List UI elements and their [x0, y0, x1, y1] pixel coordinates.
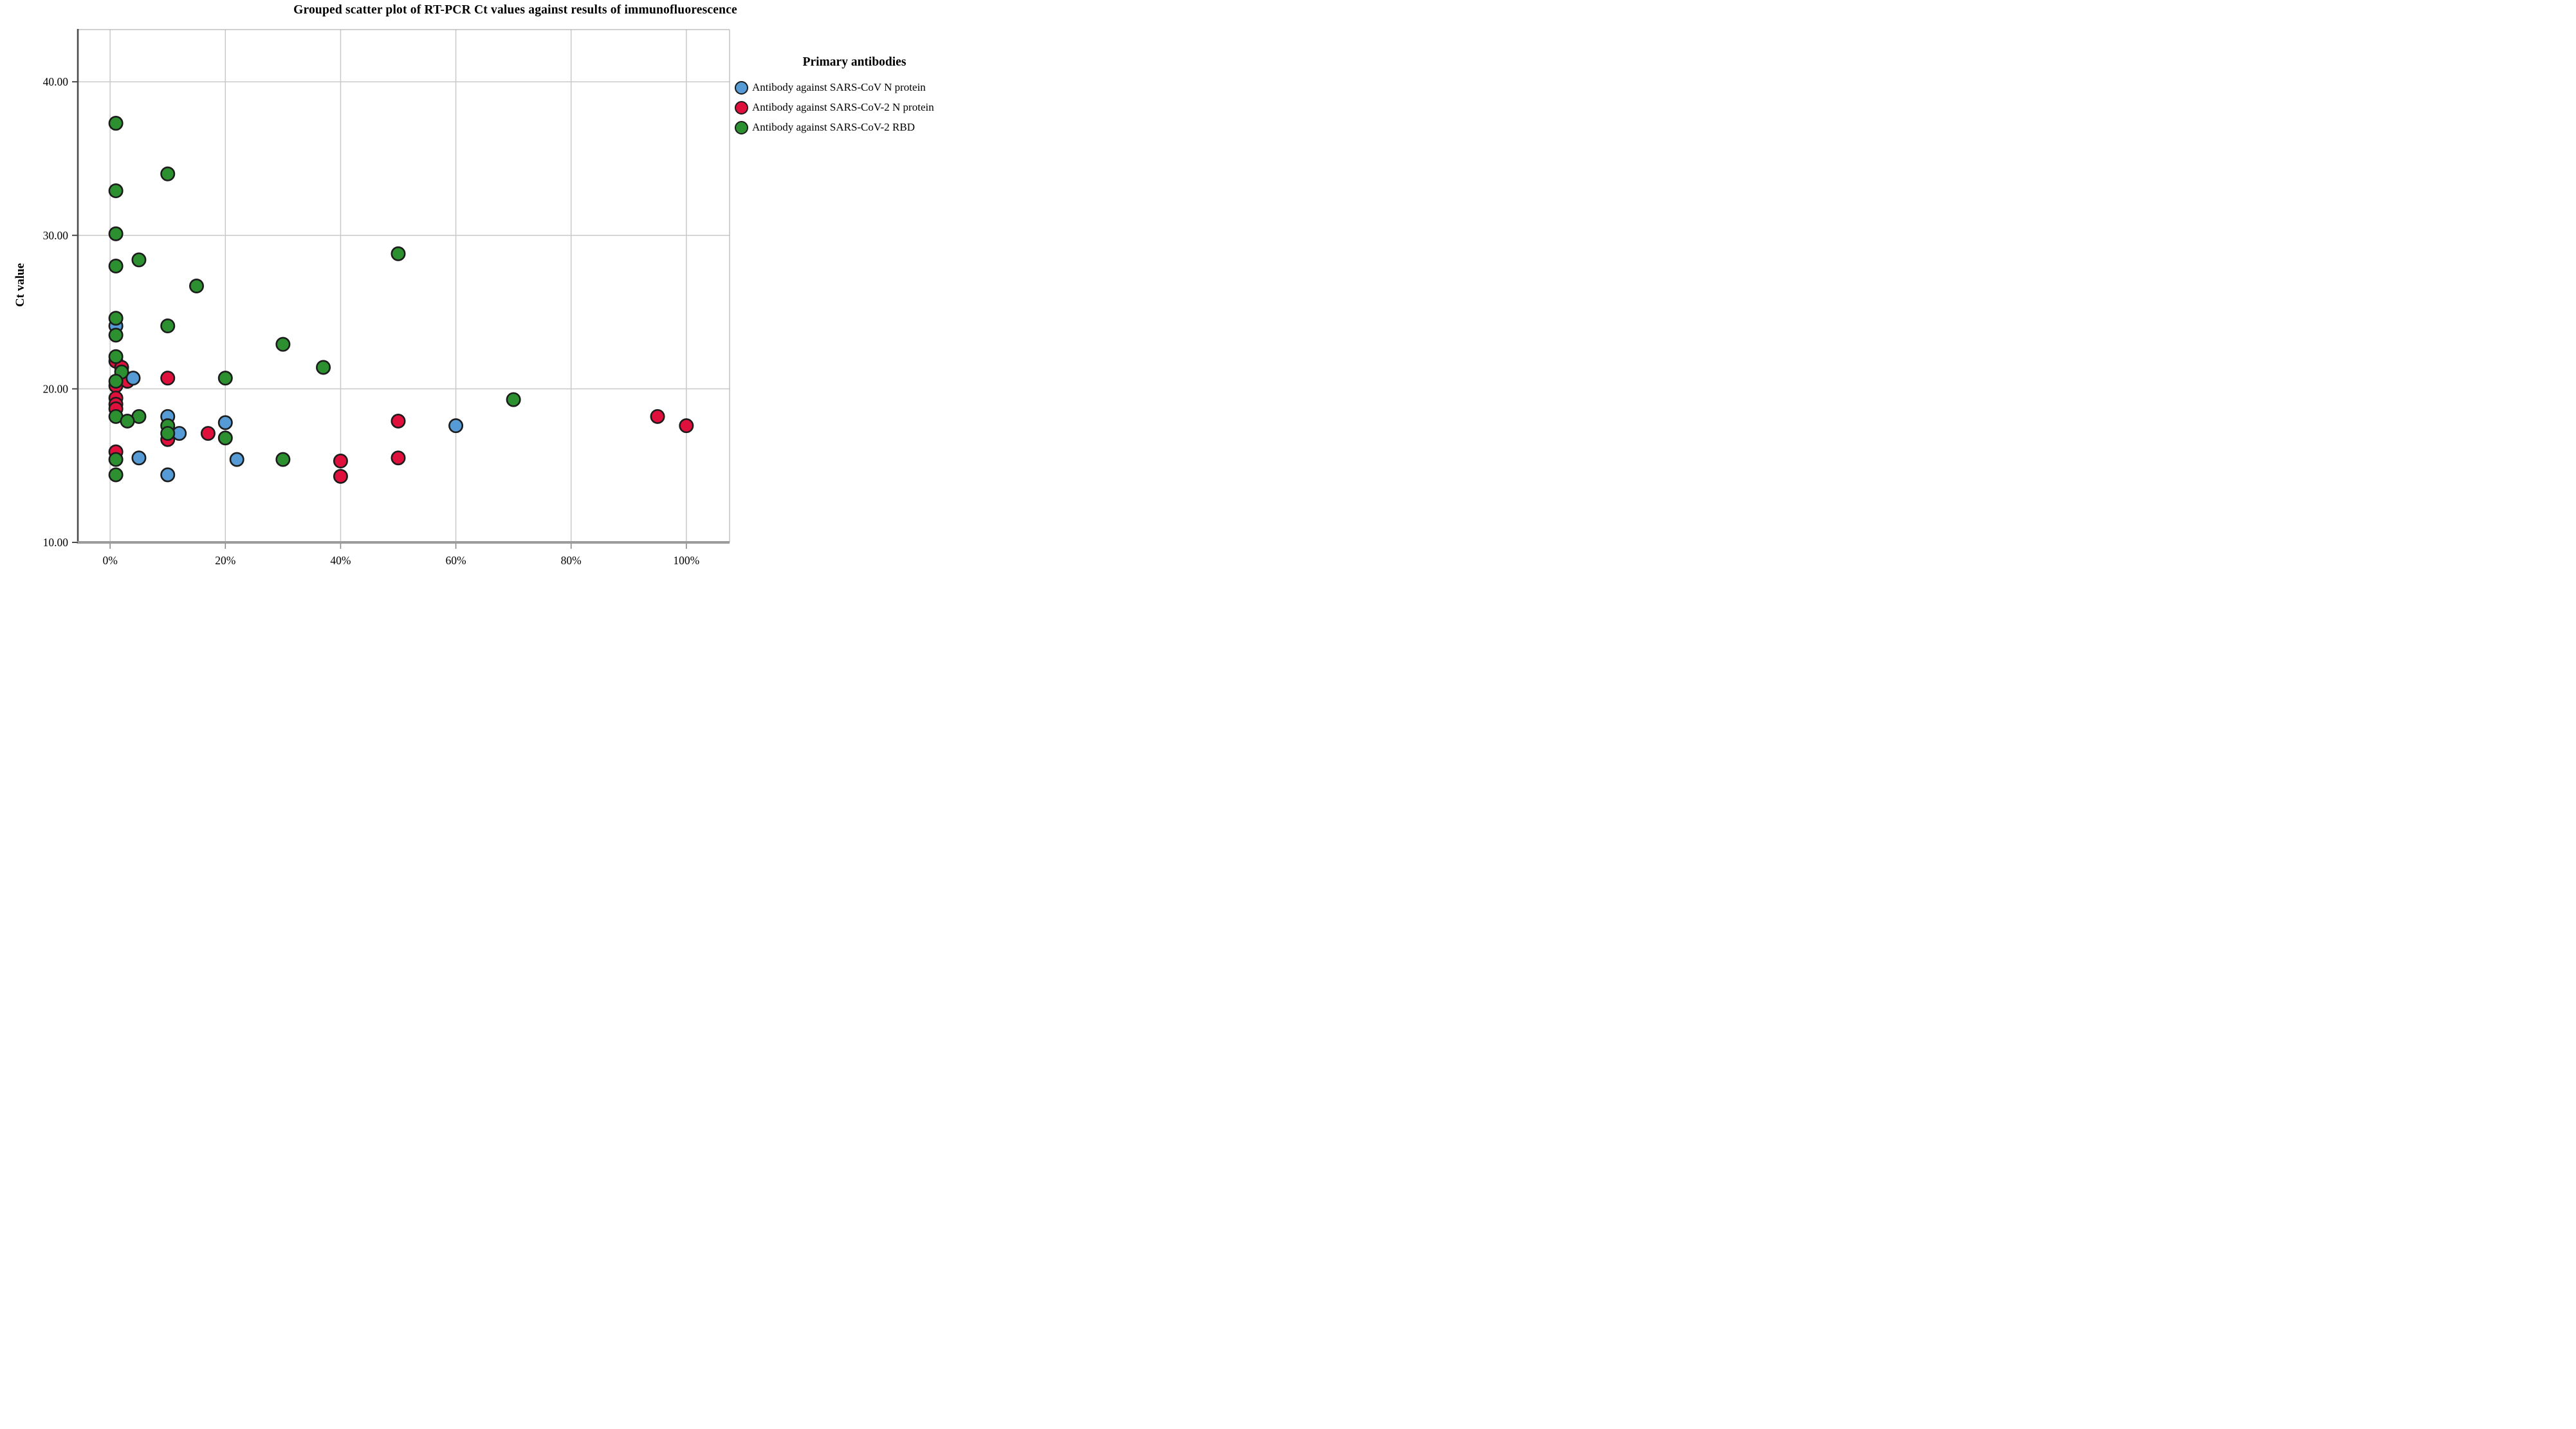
scatter-chart-figure: Grouped scatter plot of RT-PCR Ct values… [0, 0, 1031, 571]
data-point [120, 413, 135, 429]
data-point [506, 392, 521, 407]
legend-label: Antibody against SARS-CoV-2 RBD [752, 121, 915, 133]
legend-label: Antibody against SARS-CoV-2 N protein [752, 101, 934, 113]
legend-item-sars-cov-2-n: Antibody against SARS-CoV-2 N protein [735, 100, 947, 115]
data-point [108, 467, 124, 483]
legend-item-sars-cov-n: Antibody against SARS-CoV N protein [735, 80, 947, 95]
data-point [131, 450, 147, 466]
x-tick-label: 0% [102, 554, 117, 567]
data-point [189, 278, 205, 293]
data-point [108, 349, 124, 364]
data-point [650, 409, 665, 424]
y-tick-label: 20.00 [43, 382, 69, 395]
legend: Primary antibodies Antibody against SARS… [735, 55, 947, 140]
data-point [108, 373, 124, 389]
data-point [108, 311, 124, 326]
data-point [160, 467, 176, 483]
data-point [108, 327, 124, 343]
data-point [448, 418, 464, 434]
data-point [108, 116, 124, 131]
data-point [217, 415, 233, 430]
x-tick-label: 20% [215, 554, 235, 567]
y-tick-label: 40.00 [43, 75, 69, 88]
data-point [391, 450, 406, 466]
data-point [131, 252, 147, 268]
data-point [160, 318, 176, 334]
data-point [160, 426, 176, 441]
data-point [160, 166, 176, 181]
y-tick-label: 10.00 [43, 536, 69, 549]
data-point [333, 468, 348, 484]
data-point [679, 418, 694, 434]
data-point [160, 371, 176, 386]
x-tick-label: 40% [330, 554, 351, 567]
data-point [391, 246, 406, 261]
chart-title: Grouped scatter plot of RT-PCR Ct values… [293, 3, 737, 17]
data-point [108, 226, 124, 241]
legend-item-sars-cov-2-rbd: Antibody against SARS-CoV-2 RBD [735, 120, 947, 135]
data-point [217, 430, 233, 446]
x-tick-label: 80% [561, 554, 582, 567]
data-point [229, 452, 244, 467]
legend-label: Antibody against SARS-CoV N protein [752, 81, 926, 93]
legend-swatch-green-icon [735, 120, 748, 134]
x-tick-label: 60% [446, 554, 466, 567]
data-point [275, 337, 291, 352]
data-point [125, 371, 141, 386]
data-point [217, 371, 233, 386]
data-point [108, 258, 124, 273]
data-point [391, 413, 406, 429]
legend-swatch-blue-icon [735, 80, 748, 95]
data-point [333, 454, 348, 469]
data-point [275, 452, 291, 467]
scatter-plot-area: 10.00 20.00 30.00 40.00 0% 20% 40% 60% 80% 100% [43, 29, 730, 567]
data-point [316, 360, 331, 375]
legend-title: Primary antibodies [802, 55, 906, 69]
legend-swatch-red-icon [735, 100, 748, 115]
data-point [108, 183, 124, 199]
data-point [108, 452, 124, 467]
x-tick-label: 100% [673, 554, 699, 567]
data-point [200, 426, 216, 441]
y-tick-label: 30.00 [43, 229, 69, 242]
